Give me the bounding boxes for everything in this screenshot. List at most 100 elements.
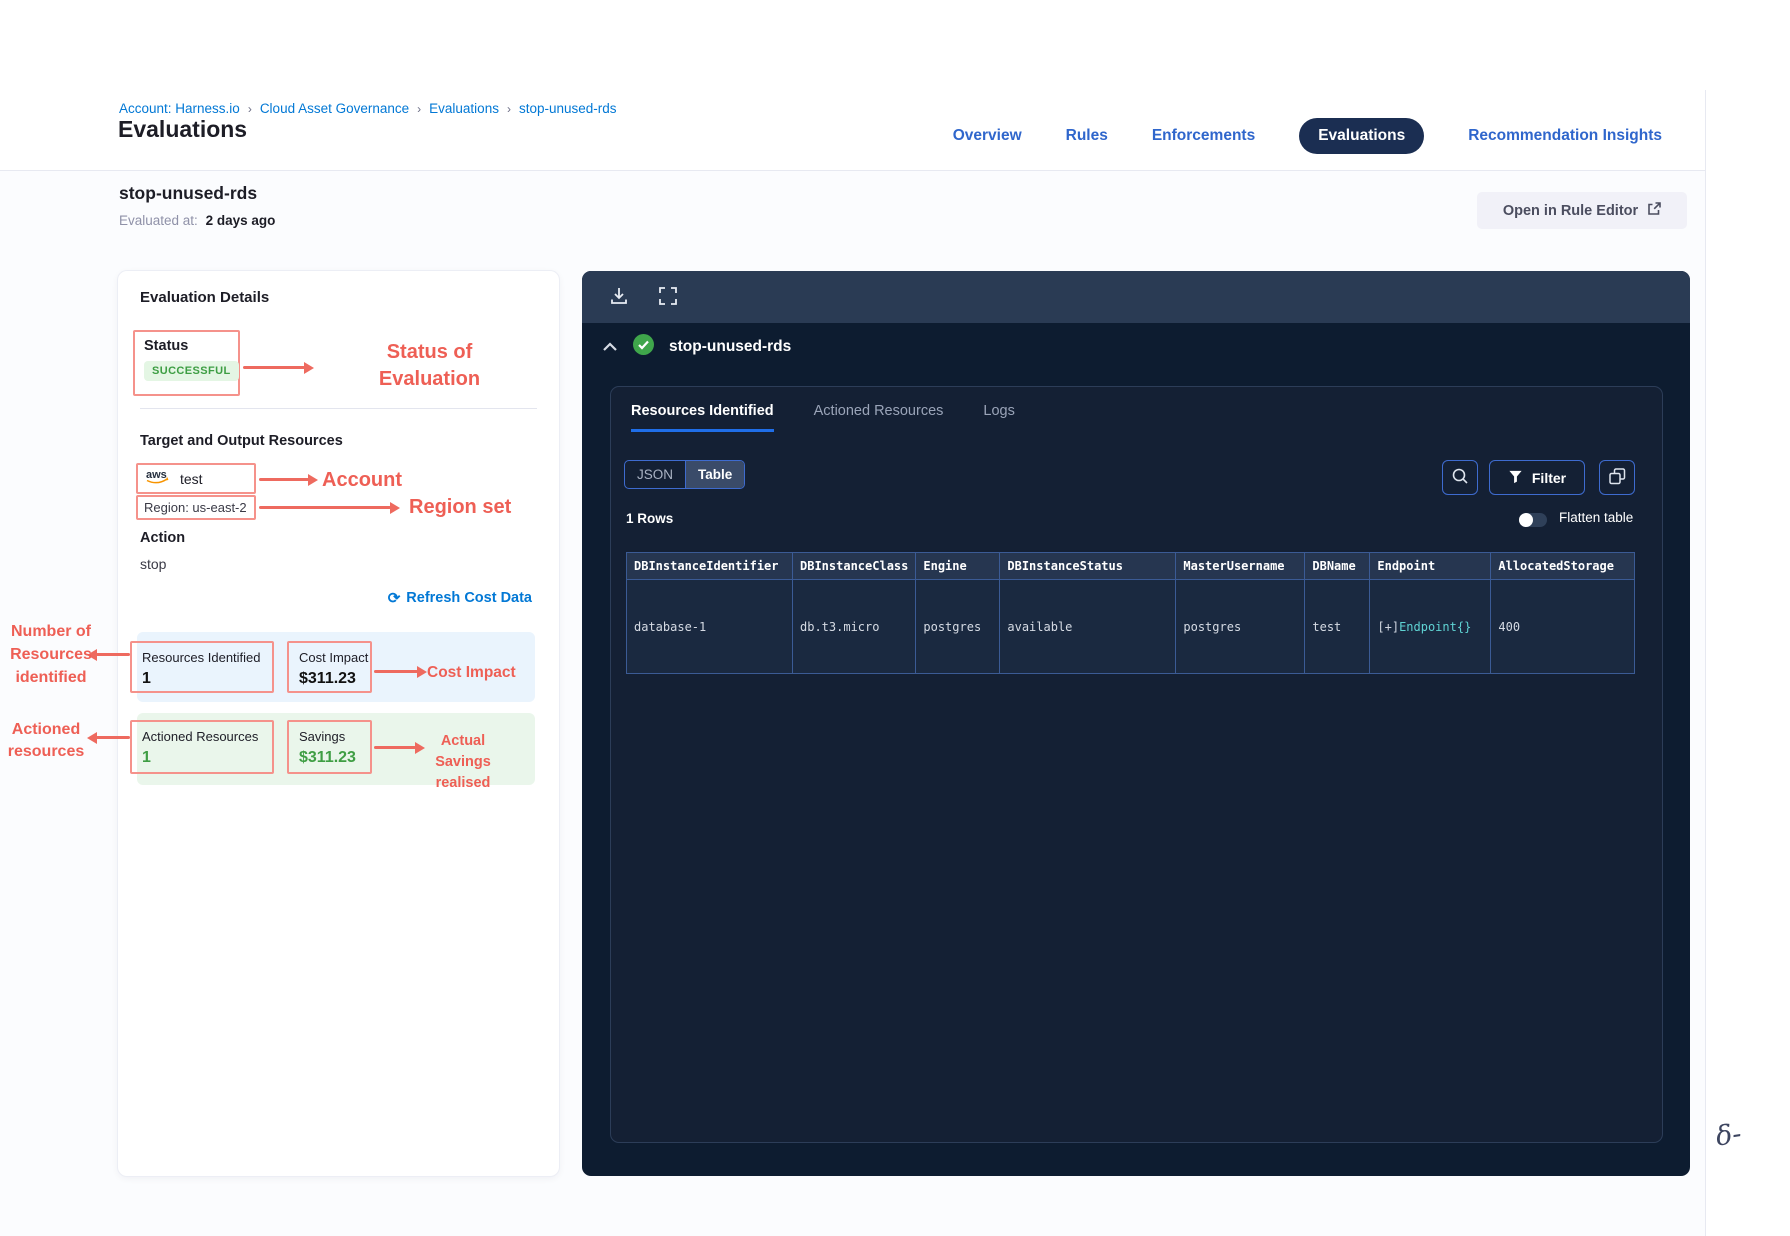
status-annotation-arrow (243, 366, 305, 369)
handwritten-scribble: δ- (1713, 1118, 1744, 1153)
breadcrumb-separator: › (417, 101, 422, 116)
col-engine: Engine (915, 552, 1001, 580)
cell-dbinstancestatus: available (999, 579, 1177, 674)
flatten-table-toggle[interactable] (1519, 513, 1547, 527)
external-link-icon (1647, 201, 1661, 220)
copy-button[interactable] (1599, 460, 1635, 495)
resources-identified-metric: Resources Identified 1 (130, 641, 274, 693)
status-badge: SUCCESSFUL (144, 361, 239, 381)
copy-icon (1608, 467, 1626, 488)
breadcrumb-account[interactable]: Account: Harness.io (119, 101, 240, 116)
action-value: stop (140, 556, 167, 572)
filter-icon (1508, 469, 1523, 487)
flatten-table-label: Flatten table (1559, 510, 1634, 525)
open-rule-editor-button[interactable]: Open in Rule Editor (1477, 192, 1687, 229)
cell-dbinstanceclass: db.t3.micro (791, 579, 917, 674)
savings-annotation-text: Actual Savings realised (435, 733, 491, 791)
region-value: Region: us-east-2 (144, 500, 247, 515)
svg-text:aws: aws (146, 469, 167, 481)
status-annotation-text: Status of Evaluation (378, 341, 481, 390)
cell-endpoint: [+]Endpoint{} (1369, 579, 1492, 674)
chevron-up-icon (602, 340, 618, 355)
resources-annotation-arrow (96, 653, 130, 656)
status-annotation-box: Status SUCCESSFUL (133, 330, 240, 396)
actioned-annotation-text: Actioned resources (7, 721, 85, 760)
savings-annotation-arrow (374, 746, 416, 749)
account-annotation-text: Account (322, 469, 402, 491)
collapse-button[interactable] (602, 340, 618, 355)
table-header-row: DBInstanceIdentifier DBInstanceClass Eng… (626, 552, 1636, 580)
actioned-resources-label: Actioned Resources (142, 729, 259, 744)
tab-recommendation-insights[interactable]: Recommendation Insights (1468, 127, 1662, 144)
tab-overview[interactable]: Overview (952, 127, 1022, 144)
identified-metrics-band (137, 632, 535, 702)
tab-actioned-resources[interactable]: Actioned Resources (813, 403, 944, 419)
fullscreen-icon (658, 286, 678, 309)
tab-logs[interactable]: Logs (983, 403, 1015, 419)
search-button[interactable] (1442, 460, 1478, 495)
tab-resources-identified[interactable]: Resources Identified (631, 403, 774, 432)
tab-evaluations[interactable]: Evaluations (1299, 118, 1425, 154)
cell-masterusername: postgres (1175, 579, 1306, 674)
evaluation-output-panel: stop-unused-rds Resources Identified Act… (582, 271, 1690, 1176)
breadcrumb-separator: › (506, 101, 511, 116)
target-resources-heading: Target and Output Resources (140, 433, 343, 449)
savings-value: $311.23 (299, 749, 356, 766)
breadcrumb-separator: › (247, 101, 252, 116)
evaluation-details-card: Evaluation Details Status SUCCESSFUL Tar… (118, 271, 559, 1176)
region-annotation-arrow (259, 506, 391, 509)
filter-label: Filter (1531, 469, 1567, 486)
endpoint-expand-prefix: [+] (1377, 619, 1400, 634)
savings-label: Savings (299, 729, 346, 744)
col-dbname: DBName (1304, 552, 1371, 580)
success-check-icon (632, 333, 655, 361)
table-row: database-1 db.t3.micro postgres availabl… (626, 579, 1636, 674)
download-icon (608, 285, 630, 310)
refresh-icon: ⟳ (387, 590, 401, 607)
fullscreen-button[interactable] (658, 286, 678, 309)
region-annotation-text: Region set (409, 496, 512, 518)
resources-annotation-text: Number of Resources identified (10, 623, 92, 686)
top-nav: Overview Rules Enforcements Evaluations … (953, 118, 1662, 154)
breadcrumb-cloud-asset-governance[interactable]: Cloud Asset Governance (259, 101, 410, 116)
region-annotation-box: Region: us-east-2 (136, 495, 256, 520)
actioned-annotation-arrow (96, 736, 130, 739)
results-tabs: Resources Identified Actioned Resources … (631, 403, 1015, 432)
panel-toolbar (582, 271, 1690, 323)
cost-impact-value: $311.23 (299, 670, 356, 687)
view-mode-json[interactable]: JSON (637, 467, 674, 482)
resources-table: DBInstanceIdentifier DBInstanceClass Eng… (626, 552, 1636, 674)
cell-allocatedstorage: 400 (1490, 579, 1636, 674)
cell-dbinstanceidentifier: database-1 (626, 579, 793, 674)
header-divider (0, 170, 1705, 171)
panel-title-row: stop-unused-rds (602, 333, 791, 361)
download-button[interactable] (608, 285, 630, 310)
page-title: Evaluations (118, 116, 248, 142)
refresh-cost-data-label: Refresh Cost Data (406, 590, 532, 606)
results-card: Resources Identified Actioned Resources … (610, 386, 1663, 1143)
evaluated-at: Evaluated at: 2 days ago (119, 213, 275, 228)
cost-impact-annotation-text: Cost Impact (427, 664, 516, 681)
aws-logo-icon: aws (145, 468, 172, 490)
tab-rules[interactable]: Rules (1065, 127, 1108, 144)
breadcrumb-rule[interactable]: stop-unused-rds (518, 101, 617, 116)
refresh-cost-data-link[interactable]: ⟳ Refresh Cost Data (388, 589, 532, 607)
breadcrumb-evaluations[interactable]: Evaluations (429, 101, 499, 116)
view-mode-table[interactable]: Table (685, 461, 745, 488)
tab-enforcements[interactable]: Enforcements (1151, 127, 1256, 144)
account-name: test (180, 470, 203, 487)
cell-engine: postgres (915, 579, 1001, 674)
breadcrumb: Account: Harness.io › Cloud Asset Govern… (119, 101, 617, 116)
view-mode-toggle: JSON Table (624, 460, 746, 489)
evaluation-details-heading: Evaluation Details (140, 289, 270, 306)
savings-metric: Savings $311.23 (287, 720, 372, 774)
panel-rule-title: stop-unused-rds (669, 338, 792, 355)
endpoint-expand-link[interactable]: Endpoint{} (1399, 619, 1472, 634)
account-annotation-box: aws test (136, 463, 256, 494)
filter-button[interactable]: Filter (1489, 460, 1585, 495)
col-dbinstancestatus: DBInstanceStatus (999, 552, 1177, 580)
cost-impact-annotation-arrow (374, 670, 418, 673)
search-icon (1451, 467, 1469, 488)
account-annotation-arrow (259, 478, 309, 481)
